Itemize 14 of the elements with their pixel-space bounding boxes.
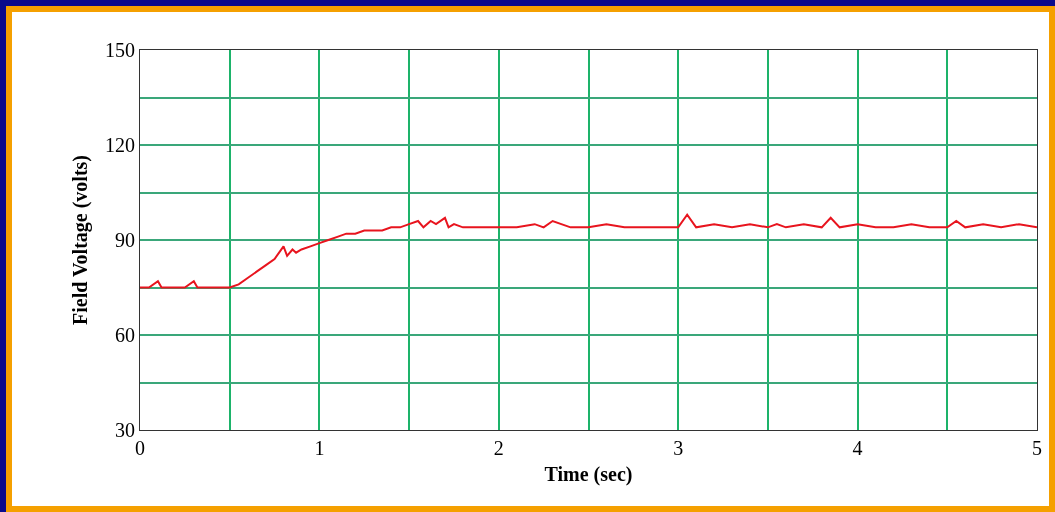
y-axis-title: Field Voltage (volts) — [68, 155, 92, 325]
y-tick-label: 60 — [115, 324, 135, 346]
x-tick-label: 0 — [135, 437, 145, 459]
y-tick-label: 120 — [105, 134, 135, 156]
y-tick-label: 90 — [115, 229, 135, 251]
x-tick-label: 4 — [852, 437, 863, 459]
y-tick-label: 30 — [115, 419, 135, 441]
line-series — [140, 213, 1037, 289]
y-tick-label: 150 — [105, 39, 135, 61]
x-tick-label: 2 — [493, 437, 504, 459]
x-tick-label: 3 — [673, 437, 684, 459]
x-tick-label: 5 — [1032, 437, 1042, 459]
x-tick-label: 1 — [314, 437, 325, 459]
x-axis-title: Time (sec) — [544, 462, 633, 486]
